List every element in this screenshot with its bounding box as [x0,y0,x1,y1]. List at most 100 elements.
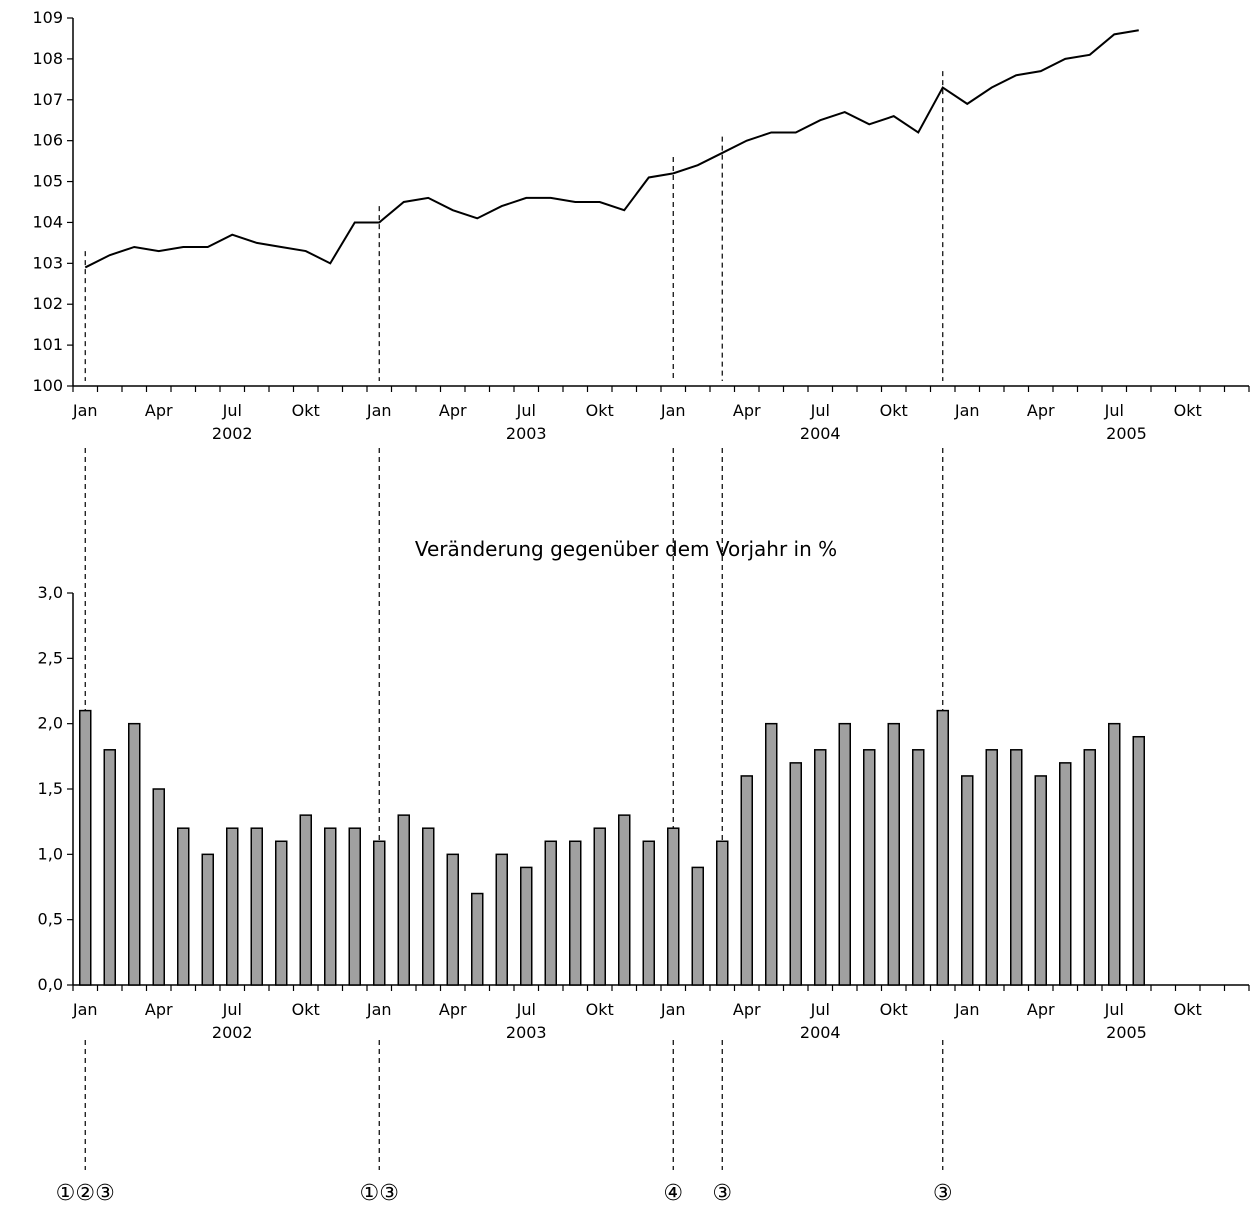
bar-2005-04 [1034,775,1047,986]
bar-2002-06 [201,853,214,986]
bar-2005-01 [961,775,974,986]
bar-chart-x-year-label: 2002 [212,1023,253,1042]
bar-2003-02 [397,814,410,986]
bar-2002-07 [226,827,239,986]
bar-2005-02 [985,749,998,986]
bar-chart-x-month-label: Okt [880,1000,908,1019]
bar-chart-x-month-label: Apr [1027,1000,1055,1019]
line-chart-x-month-label: Apr [1027,401,1055,420]
line-chart-y-tick-label: 100 [32,376,63,395]
bar-chart-subtitle: Veränderung gegenüber dem Vorjahr in % [415,537,837,561]
bar-2002-02 [103,749,116,986]
line-chart-x-month-label: Jul [1104,401,1124,420]
line-chart-y-tick-label: 108 [32,49,63,68]
bar-2002-04 [152,788,165,986]
line-chart-x-year-label: 2005 [1106,424,1147,443]
line-chart-y-tick-label: 106 [32,131,63,150]
bar-2005-06 [1083,749,1096,986]
bar-chart-y-tick-label: 0,5 [38,910,63,929]
bar-chart-x-year-label: 2003 [506,1023,547,1042]
bar-2004-04 [740,775,753,986]
bar-2003-10 [593,827,606,986]
line-chart-y-tick-label: 103 [32,253,63,272]
index-line [84,29,1139,269]
bar-2004-09 [863,749,876,986]
bar-chart-y-tick-label: 1,0 [38,844,63,863]
bar-chart-x-month-label: Jan [366,1000,392,1019]
bar-2004-11 [912,749,925,986]
line-chart-x-month-label: Jul [516,401,536,420]
bar-2003-09 [569,840,582,986]
event-marker-label: ①②③ [56,1181,115,1206]
event-marker-label: ③ [933,1181,953,1206]
bar-chart-y-tick-label: 0,0 [38,975,63,994]
bar-chart-x-month-label: Jan [954,1000,980,1019]
line-chart-y-tick-label: 101 [32,335,63,354]
bar-2002-03 [128,722,141,986]
bar-chart-x-year-label: 2004 [800,1023,841,1042]
bar-2003-07 [520,866,533,986]
line-chart-x-month-label: Apr [145,401,173,420]
line-chart-x-month-label: Apr [733,401,761,420]
event-marker-label: ③ [712,1181,732,1206]
bar-2003-12 [642,840,655,986]
line-chart-y-tick-label: 107 [32,90,63,109]
event-marker-label: ①③ [360,1181,399,1206]
line-chart-x-month-label: Okt [1174,401,1202,420]
bar-2004-01 [667,827,680,986]
bar-chart-x-month-label: Jul [1104,1000,1124,1019]
line-chart-y-tick-label: 105 [32,172,63,191]
line-chart-x-month-label: Okt [880,401,908,420]
bar-chart-y-tick-label: 2,5 [38,648,63,667]
bar-2004-12 [936,709,949,986]
bar-chart-y-tick-label: 2,0 [38,714,63,733]
bar-chart-x-month-label: Jan [660,1000,686,1019]
bar-2004-07 [814,749,827,986]
bar-2004-05 [765,722,778,986]
bar-2004-08 [838,722,851,986]
line-chart-x-year-label: 2002 [212,424,253,443]
line-chart-y-tick-label: 109 [32,8,63,27]
bar-2005-03 [1010,749,1023,986]
bar-2003-05 [471,892,484,986]
line-chart-x-month-label: Okt [586,401,614,420]
bar-2003-04 [446,853,459,986]
bar-2003-11 [618,814,631,986]
bar-2003-01 [373,840,386,986]
bar-2005-05 [1059,762,1072,986]
bar-2005-07 [1108,722,1121,986]
bar-2002-10 [299,814,312,986]
bar-2004-03 [716,840,729,986]
bar-2004-10 [887,722,900,986]
bar-2004-02 [691,866,704,986]
line-chart-x-month-label: Jan [366,401,392,420]
bar-2005-08 [1132,735,1145,986]
line-chart-y-tick-label: 102 [32,294,63,313]
bar-chart-y-tick-label: 3,0 [38,583,63,602]
line-chart-y-tick-label: 104 [32,212,63,231]
bar-chart-x-month-label: Okt [292,1000,320,1019]
bar-chart-x-month-label: Okt [586,1000,614,1019]
bar-chart-x-month-label: Okt [1174,1000,1202,1019]
bar-chart-y-tick-label: 1,5 [38,779,63,798]
line-chart-x-month-label: Jan [660,401,686,420]
bar-2002-05 [177,827,190,986]
bar-chart-x-year-label: 2005 [1106,1023,1147,1042]
event-marker-label: ④ [663,1181,683,1206]
bar-chart-x-month-label: Jan [72,1000,98,1019]
bar-2003-06 [495,853,508,986]
bar-2002-09 [275,840,288,986]
bar-chart-x-month-label: Apr [439,1000,467,1019]
bar-chart-x-month-label: Apr [145,1000,173,1019]
bar-2003-08 [544,840,557,986]
bar-chart-x-month-label: Jul [516,1000,536,1019]
line-chart-x-month-label: Jul [222,401,242,420]
bar-chart-x-month-label: Apr [733,1000,761,1019]
bar-2003-03 [422,827,435,986]
bar-2002-01 [79,709,92,986]
bar-chart-x-month-label: Jul [222,1000,242,1019]
line-chart-x-year-label: 2003 [506,424,547,443]
bar-2002-11 [324,827,337,986]
line-chart-x-year-label: 2004 [800,424,841,443]
